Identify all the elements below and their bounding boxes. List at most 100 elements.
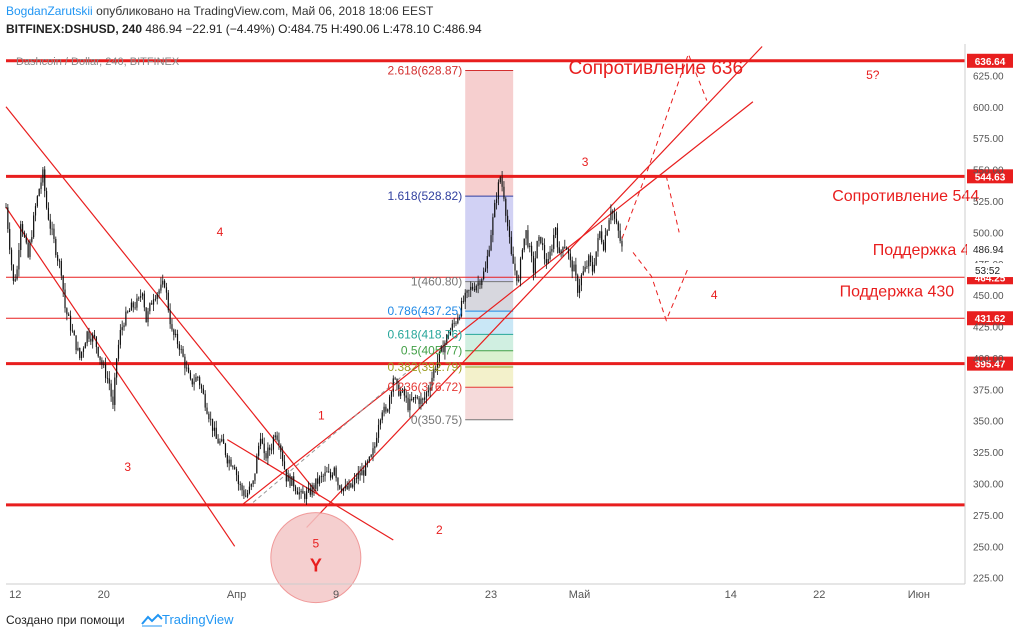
annotations: 3 4 1 3 2 4 5? 5 Y Сопротивление 636 Сопротивление… <box>124 58 987 604</box>
candle-body <box>339 485 341 489</box>
candle-body <box>307 488 310 492</box>
candle-body <box>248 486 251 493</box>
candle-body <box>549 251 551 260</box>
candle-body <box>328 471 330 473</box>
candle-body <box>422 398 424 400</box>
candle-body <box>597 238 599 252</box>
candle-body <box>418 398 420 405</box>
last-price: 486.94 <box>145 22 183 36</box>
candle-body <box>106 377 109 379</box>
fib-level-label: 0.5(405.77) <box>401 344 462 358</box>
candle-body <box>322 475 324 477</box>
candle-body <box>86 331 88 344</box>
candle-body <box>453 322 455 324</box>
candle-body <box>246 492 249 497</box>
candle-body <box>36 196 38 207</box>
candle-body <box>278 439 280 446</box>
candle-body <box>470 286 472 291</box>
candle-body <box>202 388 204 394</box>
candle-body <box>210 418 212 420</box>
candle-body <box>187 367 190 373</box>
author-link[interactable]: BogdanZarutskii <box>6 4 93 18</box>
time-tick-label: 12 <box>9 589 21 601</box>
candle-body <box>180 348 182 350</box>
candle-body <box>274 435 276 438</box>
candle-body <box>29 241 31 257</box>
candle-body <box>40 182 42 189</box>
level-price-label: 464.25 <box>975 273 1006 284</box>
candle-body <box>455 322 457 324</box>
candle-body <box>440 346 442 352</box>
level-price-label: 395.47 <box>975 360 1006 371</box>
candle-body <box>341 488 343 492</box>
candle-body <box>564 246 566 248</box>
candle-body <box>578 285 581 293</box>
candle-body <box>377 424 380 438</box>
candle-body <box>88 331 90 339</box>
candle-body <box>55 238 57 256</box>
candle-body <box>449 329 452 336</box>
candle-body <box>318 476 321 484</box>
candle-body <box>562 246 564 251</box>
price-tick-label: 400.00 <box>973 354 1004 365</box>
candle-body <box>252 480 254 485</box>
level-price-label: 636.64 <box>975 57 1006 68</box>
candle-body <box>374 446 376 449</box>
candle-body <box>33 215 35 238</box>
candle-body <box>534 258 536 273</box>
ohlc-values: O:484.75 H:490.06 L:478.10 C:486.94 <box>278 22 482 36</box>
projection-line <box>665 175 680 233</box>
candle-body <box>497 182 500 200</box>
candle-body <box>197 377 199 378</box>
price-tick-label: 300.00 <box>973 480 1004 491</box>
price-tick-label: 275.00 <box>973 511 1004 522</box>
candle-body <box>481 279 483 286</box>
candle-body <box>514 263 516 271</box>
candle-body <box>125 311 127 326</box>
candle-body <box>245 495 247 497</box>
candle-body <box>147 311 149 323</box>
candle-body <box>304 493 306 500</box>
fib-level-label: 1(460.80) <box>411 275 462 289</box>
time-tick-label: 14 <box>725 589 737 601</box>
candle-body <box>599 231 601 239</box>
candle-body <box>608 220 610 231</box>
candle-body <box>556 227 559 248</box>
candle-body <box>184 356 186 369</box>
candle-body <box>567 249 570 254</box>
candle-body <box>123 325 125 328</box>
candle-body <box>346 485 348 489</box>
price-change: −22.91 (−4.49%) <box>185 22 275 36</box>
candle-body <box>394 378 396 380</box>
tradingview-link[interactable]: TradingView <box>161 612 234 627</box>
candle-body <box>258 445 260 456</box>
candle-body <box>97 346 99 357</box>
candle-body <box>313 485 315 489</box>
fib-band <box>465 311 514 335</box>
candle-body <box>466 290 468 293</box>
level-price-label: 431.62 <box>975 314 1006 325</box>
candle-body <box>383 406 385 413</box>
candle-body <box>143 293 145 308</box>
price-tick-label: 600.00 <box>973 103 1004 114</box>
price-tick-label: 350.00 <box>973 417 1004 428</box>
candle-body <box>31 237 33 242</box>
candle-body <box>621 240 623 247</box>
candle-body <box>412 397 415 400</box>
candle-body <box>523 238 525 250</box>
candle-body <box>547 259 549 264</box>
candle-body <box>403 389 405 396</box>
candle-body <box>151 303 153 305</box>
candle-body <box>95 336 97 347</box>
price-tick-label: 250.00 <box>973 542 1004 553</box>
candle-body <box>10 249 13 265</box>
candle-body <box>116 358 118 378</box>
candle-body <box>300 491 302 493</box>
candle-body <box>18 250 20 270</box>
candle-body <box>368 456 370 462</box>
candle-body <box>200 385 203 389</box>
candle-body <box>400 391 402 396</box>
trend-line <box>5 206 236 547</box>
level-price-label: 544.63 <box>975 172 1006 183</box>
